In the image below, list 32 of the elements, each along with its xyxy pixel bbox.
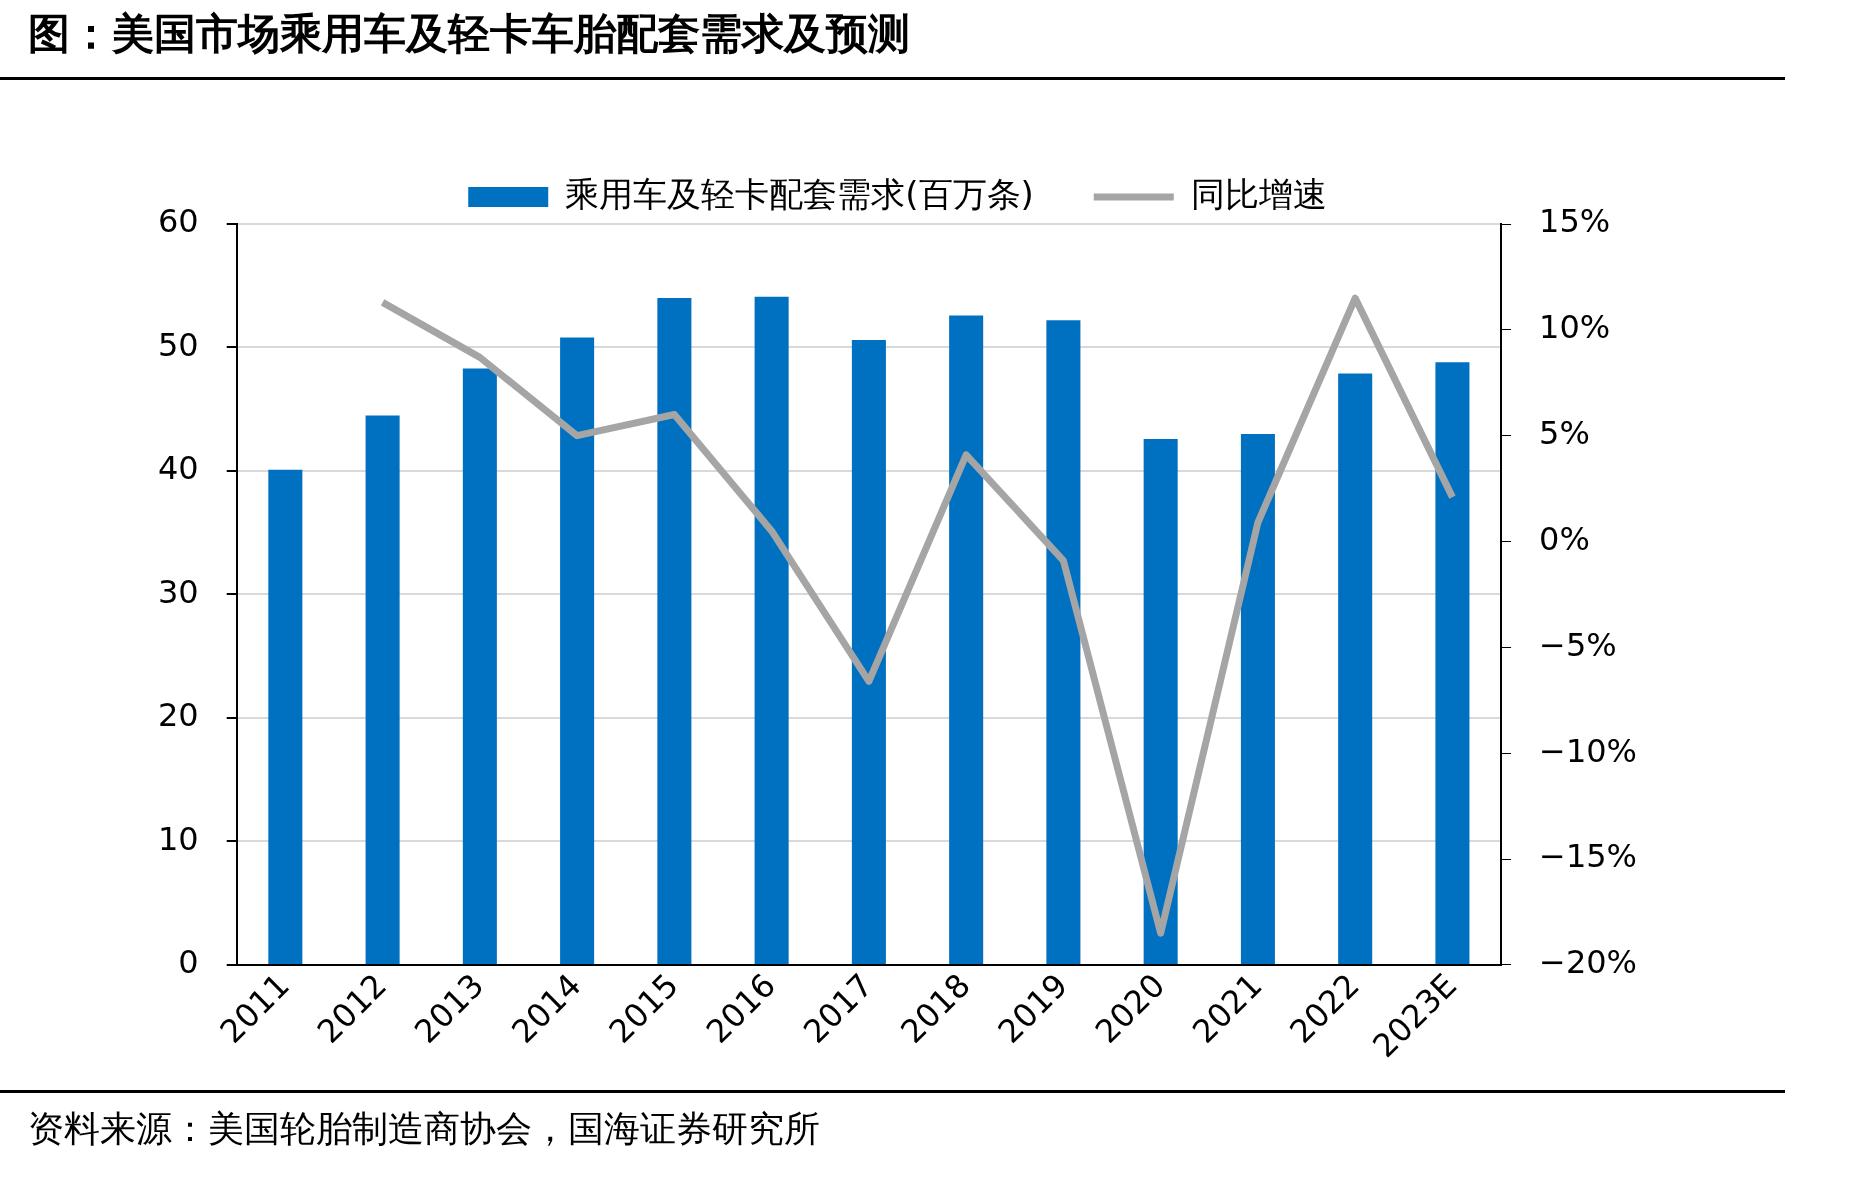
y2-tick-label: −15% bbox=[1539, 837, 1637, 876]
bar bbox=[657, 298, 692, 964]
bar bbox=[268, 469, 303, 964]
y-tick-label: 50 bbox=[158, 325, 199, 364]
bar bbox=[851, 340, 886, 964]
bar bbox=[560, 337, 595, 964]
y-tick-label: 0 bbox=[178, 943, 199, 982]
bar bbox=[949, 315, 984, 964]
bar bbox=[1240, 433, 1275, 964]
legend-label: 同比增速 bbox=[1190, 173, 1327, 214]
y2-tick-label: −20% bbox=[1539, 943, 1637, 982]
text: 资料来源：美国轮胎制造商协会，国海证券研究所 bbox=[0, 1090, 1785, 1154]
y2-tick-label: −5% bbox=[1539, 625, 1617, 664]
y-tick-label: 30 bbox=[158, 572, 199, 611]
y2-tick-label: 15% bbox=[1539, 202, 1611, 241]
y2-tick-label: 10% bbox=[1539, 308, 1611, 347]
bar bbox=[1338, 373, 1373, 964]
bar bbox=[1046, 320, 1081, 964]
y-tick-label: 40 bbox=[158, 449, 199, 488]
bar bbox=[754, 296, 789, 964]
chart-title: 图：美国市场乘用车及轻卡车胎配套需求及预测 bbox=[0, 0, 1785, 80]
y-tick-label: 10 bbox=[158, 819, 199, 858]
bar bbox=[1143, 438, 1178, 964]
legend-label: 乘用车及轻卡配套需求(百万条) bbox=[565, 173, 1034, 214]
y2-tick-label: −10% bbox=[1539, 731, 1637, 770]
bar bbox=[1435, 362, 1470, 964]
bar bbox=[462, 368, 497, 964]
y-tick-label: 60 bbox=[158, 202, 199, 241]
y-tick-label: 20 bbox=[158, 696, 199, 735]
y2-tick-label: 5% bbox=[1539, 414, 1590, 453]
bar bbox=[365, 415, 400, 964]
y2-tick-label: 0% bbox=[1539, 519, 1590, 558]
